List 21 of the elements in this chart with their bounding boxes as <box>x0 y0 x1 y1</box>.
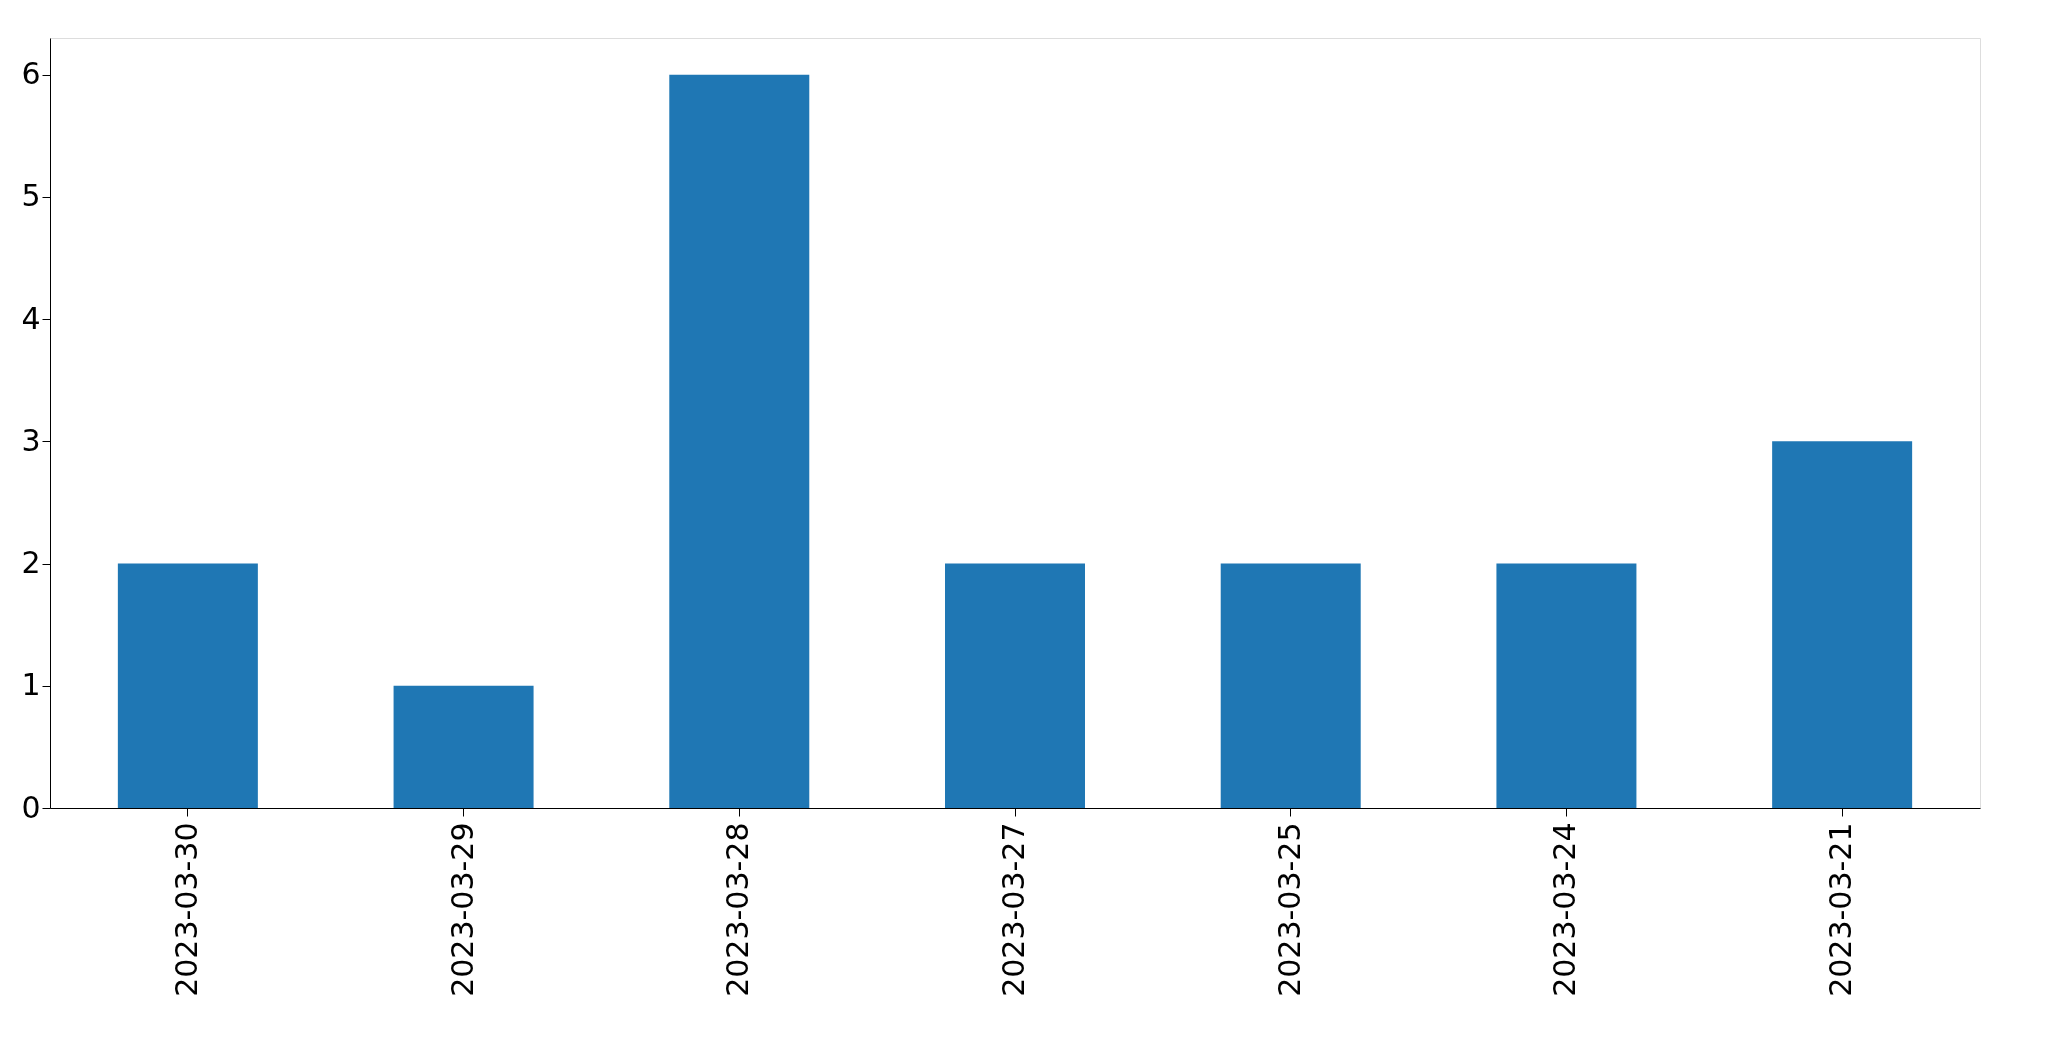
y-tick-label: 2 <box>21 545 41 581</box>
x-tick-label: 2023-03-21 <box>1823 822 1859 997</box>
bar <box>669 74 810 808</box>
y-tick-label: 5 <box>21 178 41 214</box>
x-tick-label: 2023-03-30 <box>168 822 204 997</box>
y-tick-label: 3 <box>21 422 41 458</box>
x-tick-label: 2023-03-27 <box>996 822 1031 997</box>
bar <box>1220 563 1361 808</box>
y-tick-label: 0 <box>21 789 41 825</box>
bar <box>393 685 534 808</box>
bar <box>945 563 1085 808</box>
x-tick-label: 2023-03-25 <box>1271 822 1307 997</box>
x-tick-label: 2023-03-24 <box>1547 822 1583 997</box>
bar <box>1496 563 1637 808</box>
y-tick-label: 6 <box>21 56 41 92</box>
y-tick-label: 4 <box>21 300 41 336</box>
bar <box>117 563 258 808</box>
y-tick-label: 1 <box>21 667 41 703</box>
x-tick-label: 2023-03-28 <box>720 822 756 997</box>
bar <box>1772 441 1913 808</box>
x-tick-label: 2023-03-29 <box>444 822 480 997</box>
